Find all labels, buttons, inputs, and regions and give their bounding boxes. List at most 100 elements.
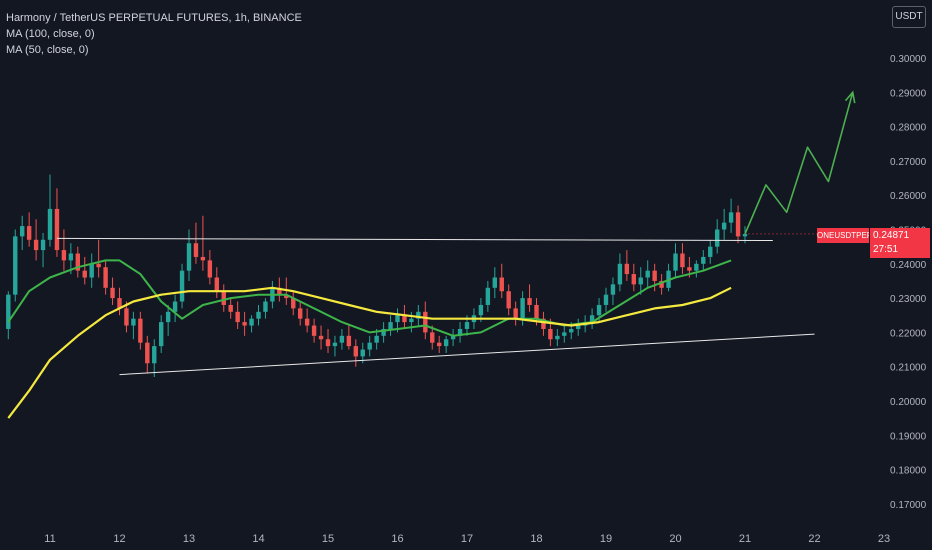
candle-body (624, 263, 630, 275)
candle-35 (249, 315, 254, 333)
candle-33 (235, 301, 240, 329)
candle-body (284, 294, 289, 299)
candle-101 (708, 239, 713, 264)
candle-body (68, 253, 74, 261)
candle-body (374, 335, 379, 343)
candle-82 (576, 318, 581, 336)
candle-body (430, 332, 435, 343)
candle-body (443, 339, 449, 347)
candle-28 (200, 215, 206, 271)
candle-18 (131, 311, 136, 340)
candle-60 (423, 301, 428, 340)
candle-body (742, 233, 748, 237)
y-tick-label: 0.28000 (890, 123, 927, 134)
candle-body (228, 304, 233, 312)
resistance-trendline (56, 237, 773, 241)
candle-49 (346, 325, 352, 350)
ma50-line (7, 259, 732, 337)
candle-64 (450, 328, 456, 347)
x-tick-label: 14 (252, 533, 264, 545)
candle-40 (284, 277, 289, 305)
candle-body (715, 229, 720, 247)
candle-51 (360, 342, 365, 364)
candle-17 (124, 301, 129, 333)
candle-body (117, 298, 122, 309)
candle-body (728, 212, 734, 223)
candle-body (569, 328, 574, 333)
indicator-layer (7, 90, 870, 419)
candle-body (680, 253, 685, 268)
candle-50 (353, 339, 358, 367)
candle-61 (430, 325, 435, 350)
candle-body (124, 308, 129, 326)
candle-body (478, 304, 484, 316)
candle-75 (527, 284, 532, 312)
candle-body (402, 315, 407, 323)
candle-body (235, 311, 240, 323)
candle-body (687, 267, 692, 271)
candle-32 (228, 298, 233, 319)
candle-body (485, 287, 491, 305)
x-tick-label: 20 (669, 533, 681, 545)
candle-body (33, 239, 39, 251)
candle-10 (75, 246, 80, 278)
candle-19 (138, 311, 143, 350)
candle-body (388, 322, 393, 329)
candle-41 (291, 291, 296, 316)
forecast-arrowhead (844, 90, 856, 104)
candle-body (562, 332, 567, 336)
candle-body (464, 322, 470, 329)
last-price: 0.24871 (873, 230, 910, 241)
candle-body (103, 267, 108, 288)
candle-22 (159, 315, 164, 353)
candle-body (193, 243, 199, 257)
candle-body (360, 349, 365, 357)
candle-body (172, 301, 178, 312)
currency-button[interactable]: USDT (892, 6, 926, 28)
candle-23 (165, 304, 171, 336)
legend-ma50: MA (50, close, 0) (6, 44, 89, 56)
candle-body (450, 335, 456, 340)
x-tick-label: 11 (44, 533, 55, 545)
candle-body (47, 208, 53, 240)
candle-body (701, 256, 706, 264)
candle-body (673, 253, 678, 271)
candle-body (179, 270, 185, 302)
x-tick-label: 16 (391, 533, 403, 545)
candle-body (242, 322, 247, 326)
candle-body (311, 325, 317, 336)
candle-body (652, 270, 657, 281)
candle-24 (172, 294, 178, 323)
candle-body (708, 246, 713, 257)
candle-body (325, 339, 331, 347)
candle-body (221, 291, 226, 305)
candle-62 (437, 335, 442, 353)
candle-48 (339, 328, 345, 350)
candle-14 (103, 260, 108, 295)
ma100-line (7, 286, 732, 419)
candle-86 (603, 287, 609, 312)
candle-16 (117, 287, 122, 316)
candle-93 (652, 263, 657, 292)
x-tick-label: 19 (600, 533, 612, 545)
candle-body (277, 287, 282, 295)
candle-body (165, 311, 171, 323)
candle-29 (207, 250, 213, 285)
candle-77 (541, 311, 546, 336)
candle-body (75, 253, 80, 271)
y-tick-label: 0.22000 (890, 328, 927, 339)
candle-15 (110, 277, 115, 305)
bar-countdown: 27:51 (873, 244, 899, 255)
candle-97 (680, 243, 685, 275)
candle-70 (492, 267, 497, 299)
candle-31 (221, 284, 226, 312)
y-tick-label: 0.23000 (890, 294, 927, 305)
candle-body (457, 328, 463, 336)
candle-body (304, 318, 310, 326)
candle-body (721, 222, 727, 230)
y-tick-label: 0.29000 (890, 88, 927, 99)
candle-71 (499, 263, 504, 299)
candle-body (263, 301, 268, 312)
candle-body (596, 304, 602, 316)
